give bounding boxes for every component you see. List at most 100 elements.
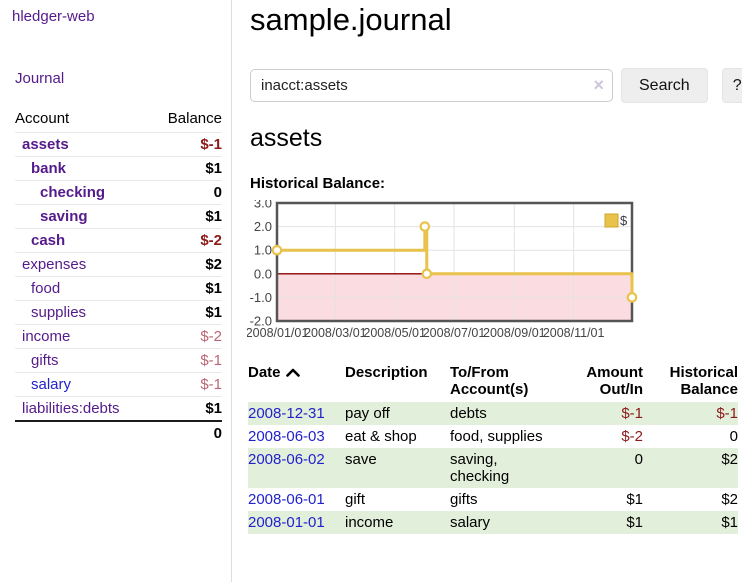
account-balance: $1 [151,276,222,301]
x-axis-tick-label: 2008/09/01 [483,326,546,340]
legend-label: $ [620,213,628,228]
transaction-balance: $-1 [716,405,738,422]
account-link[interactable]: income [22,328,71,345]
transaction-accounts: gifts [450,491,478,508]
account-link[interactable]: checking [40,184,106,201]
transaction-amount: $1 [626,491,643,508]
account-link[interactable]: saving [40,208,88,225]
search-button[interactable]: Search [621,68,708,103]
x-axis-tick-label: 2008/01/01 [247,326,308,340]
transaction-amount: 0 [634,451,643,468]
account-balance: $1 [151,396,222,421]
accounts-table: Account Balance assets $-1 bank $1 checking 0… [15,108,222,445]
account-link[interactable]: expenses [22,256,87,273]
data-point-marker [419,221,431,232]
x-axis-tick-label: 2008/05/01 [363,326,426,340]
account-balance: $2 [151,252,222,277]
account-row-supplies: supplies $1 [15,300,222,325]
transaction-date-link[interactable]: 2008-06-03 [248,428,325,445]
sort-ascending-icon [285,368,300,377]
transaction-row: 2008-06-01 gift gifts $1 $2 [248,488,738,511]
transaction-amount: $-2 [621,428,643,445]
account-row-expenses: expenses $2 [15,252,222,277]
main-panel: sample.journal × Search ? assets Histori… [232,0,742,582]
transaction-accounts: saving, checking [450,451,510,485]
account-balance: $-2 [151,324,222,349]
txn-header-accounts: To/From Account(s) [450,364,529,398]
accounts-total-value: 0 [151,420,222,445]
search-input[interactable] [250,69,613,102]
account-row-liabilities-debts: liabilities:debts $1 [15,396,222,421]
data-point-marker [271,244,283,256]
historical-balance-chart[interactable]: $3.0 2.0 1.0 0.0 -1.0 -2.0 2008/01/01 2008/03/0… [246,196,639,342]
accounts-header-balance: Balance [167,110,222,127]
account-balance: 0 [151,180,222,205]
account-row-assets: assets $-1 [15,132,222,157]
transaction-date-link[interactable]: 2008-12-31 [248,405,325,422]
account-link[interactable]: food [31,280,61,297]
sidebar-item-journal[interactable]: Journal [15,70,65,87]
legend-swatch [604,213,619,228]
account-balance: $-1 [151,372,222,397]
transaction-balance: $2 [721,451,738,468]
accounts-header-account: Account [15,110,70,127]
x-axis-tick-label: 2008/07/01 [423,326,486,340]
clear-search-icon[interactable]: × [593,75,604,95]
account-balance: $1 [151,204,222,229]
account-row-saving: saving $1 [15,204,222,229]
transaction-date-link[interactable]: 2008-06-01 [248,491,325,508]
account-row-income: income $-2 [15,324,222,349]
x-axis-tick-label: 2008/03/01 [304,326,367,340]
txn-header-amount: Amount Out/In [586,364,643,398]
page-title: sample.journal [250,2,452,37]
transaction-description: gift [345,491,366,508]
search-bar: × Search ? [250,68,742,103]
chart-title: Historical Balance: [250,175,386,192]
accounts-total-row: 0 [15,420,222,445]
transaction-date-link[interactable]: 2008-01-01 [248,514,325,531]
transaction-row: 2008-06-02 save saving, checking 0 $2 [248,448,738,488]
account-balance: $1 [151,300,222,325]
transaction-amount: $1 [626,514,643,531]
account-row-cash: cash $-2 [15,228,222,253]
transaction-accounts: debts [450,405,487,422]
account-row-bank: bank $1 [15,156,222,181]
sidebar: hledger-web Journal Account Balance asse… [0,0,232,582]
account-balance: $-1 [151,132,222,157]
account-link[interactable]: assets [22,136,69,153]
transaction-amount: $-1 [621,405,643,422]
account-row-gifts: gifts $-1 [15,348,222,373]
transaction-date-link[interactable]: 2008-06-02 [248,451,325,468]
app-title-link[interactable]: hledger-web [12,8,95,25]
data-point-marker [626,292,638,303]
transaction-row: 2008-12-31 pay off debts $-1 $-1 [248,402,738,425]
account-balance: $1 [151,156,222,181]
account-link[interactable]: cash [31,232,66,249]
account-link[interactable]: liabilities:debts [22,400,120,417]
account-link[interactable]: bank [31,160,67,177]
transaction-balance: $1 [721,514,738,531]
account-link[interactable]: salary [31,376,72,393]
y-axis-tick-label: 2.0 [254,219,272,234]
y-axis-tick-label: 1.0 [254,243,272,258]
transaction-accounts: food, supplies [450,428,543,445]
transaction-description: save [345,451,377,468]
y-axis-tick-label: -2.0 [250,314,272,329]
account-balance: $-2 [151,228,222,253]
transactions-table: Date Description To/From Account(s) Amou… [248,362,738,534]
transaction-description: income [345,514,394,531]
transaction-balance: $2 [721,491,738,508]
x-axis-tick-label: 2008/11/01 [543,326,605,340]
txn-header-date[interactable]: Date [248,362,345,402]
account-row-food: food $1 [15,276,222,301]
transaction-description: eat & shop [345,428,417,445]
y-axis-tick-label: -1.0 [250,290,272,305]
account-link[interactable]: supplies [31,304,87,321]
account-link[interactable]: gifts [31,352,59,369]
txn-header-balance: Historical Balance [669,364,738,398]
y-axis-tick-label: 0.0 [254,266,272,281]
chart-border [275,201,634,323]
transaction-balance: 0 [729,428,738,445]
txn-header-description: Description [345,364,428,381]
help-button[interactable]: ? [721,68,742,103]
